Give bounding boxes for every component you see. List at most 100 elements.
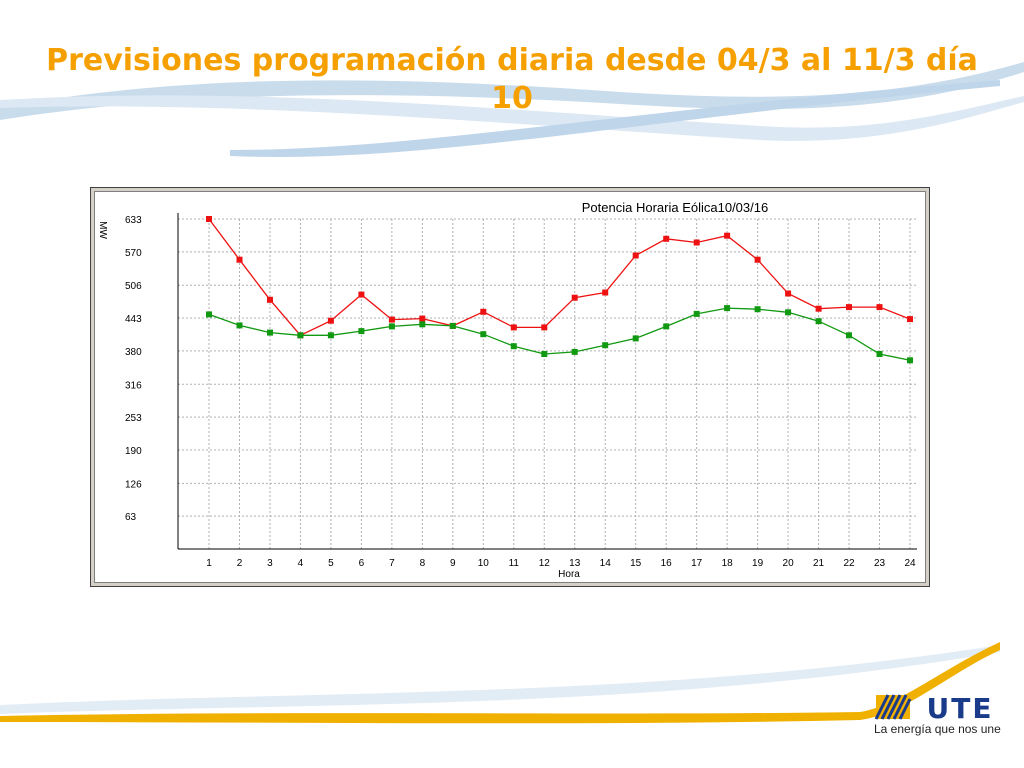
data-point <box>754 256 761 263</box>
y-tick-label: 63 <box>125 512 137 523</box>
data-point <box>510 324 517 331</box>
logo-tagline: La energía que nos une <box>874 722 1001 736</box>
data-point <box>236 322 243 329</box>
x-tick-label: 1 <box>206 558 212 569</box>
data-point <box>449 322 456 329</box>
data-point <box>358 291 365 298</box>
x-tick-label: 14 <box>600 558 612 569</box>
x-tick-label: 17 <box>691 558 703 569</box>
data-point <box>602 342 609 349</box>
data-point <box>206 311 212 318</box>
data-point <box>632 335 639 342</box>
data-point <box>724 232 731 239</box>
y-tick-label: 570 <box>125 248 142 259</box>
data-point <box>693 239 700 246</box>
x-tick-label: 8 <box>420 558 426 569</box>
data-point <box>358 328 365 335</box>
data-point <box>846 304 852 311</box>
data-point <box>815 318 822 325</box>
x-tick-label: 3 <box>267 558 273 569</box>
x-tick-label: 2 <box>237 558 243 569</box>
y-tick-label: 253 <box>125 413 142 424</box>
grid-layer <box>178 218 917 549</box>
x-tick-label: 11 <box>509 558 520 569</box>
swoosh-bottom-blue <box>0 645 1000 714</box>
y-axis-label: MW <box>97 221 108 239</box>
data-point <box>907 357 913 364</box>
data-point <box>480 331 487 338</box>
x-tick-label: 23 <box>874 558 886 569</box>
data-point <box>510 343 517 350</box>
data-point <box>663 323 670 330</box>
x-tick-label: 7 <box>389 558 395 569</box>
data-point <box>571 348 578 355</box>
data-point <box>388 323 395 330</box>
data-point <box>724 305 731 312</box>
swoosh-top-blue-2 <box>0 95 1024 141</box>
data-point <box>907 316 913 323</box>
x-tick-label: 4 <box>298 558 304 569</box>
data-point <box>663 235 670 242</box>
ute-logo: UTE <box>874 692 994 725</box>
data-point <box>785 290 792 297</box>
data-point <box>388 316 395 323</box>
y-tick-label: 316 <box>125 380 142 391</box>
data-point <box>419 315 426 322</box>
data-point <box>815 305 822 312</box>
x-tick-label: 12 <box>539 558 551 569</box>
swoosh-bottom-orange <box>0 642 1000 724</box>
chart-panel: 63 126 190 253 316 380 443 506 570 633 1 2 3 4 5 6 7 8 9 10… <box>94 191 926 583</box>
data-point <box>236 256 243 263</box>
data-point <box>541 324 548 331</box>
x-tick-label: 13 <box>569 558 581 569</box>
y-tick-label: 633 <box>125 215 142 226</box>
series-line <box>208 218 911 337</box>
data-point <box>541 351 548 357</box>
y-tick-label: 506 <box>125 281 142 292</box>
data-point <box>754 306 761 313</box>
x-tick-label: 19 <box>752 558 764 569</box>
x-tick-label: 18 <box>722 558 734 569</box>
series-line <box>208 307 911 361</box>
x-tick-label: 16 <box>661 558 673 569</box>
data-point <box>206 216 212 222</box>
data-point <box>876 304 883 311</box>
x-tick-label: 15 <box>630 558 642 569</box>
x-axis-label: Hora <box>558 569 580 580</box>
x-tick-label: 10 <box>478 558 490 569</box>
data-point <box>267 329 273 336</box>
logo-stripes-icon <box>874 694 912 720</box>
data-point <box>327 317 334 324</box>
series-2 <box>206 305 913 364</box>
x-tick-label: 21 <box>813 558 825 569</box>
x-tick-label: 22 <box>843 558 855 569</box>
logo-text: UTE <box>927 692 994 725</box>
data-point <box>419 321 426 328</box>
x-tick-label: 6 <box>359 558 365 569</box>
x-tick-label: 20 <box>783 558 795 569</box>
data-point <box>267 296 273 303</box>
chart-frame: 63 126 190 253 316 380 443 506 570 633 1 2 3 4 5 6 7 8 9 10… <box>90 187 930 587</box>
chart-title: Potencia Horaria Eólica10/03/16 <box>582 200 768 215</box>
data-point <box>785 309 792 316</box>
series-layer <box>206 216 913 364</box>
x-tick-label: 9 <box>450 558 456 569</box>
swoosh-top-blue-3 <box>230 80 1000 157</box>
data-point <box>571 294 578 301</box>
data-point <box>297 332 304 339</box>
y-tick-label: 126 <box>125 479 142 490</box>
data-point <box>632 252 639 259</box>
x-tick-label: 5 <box>328 558 334 569</box>
y-tick-label: 380 <box>125 347 142 358</box>
series-1 <box>206 216 913 339</box>
slide-title: Previsiones programación diaria desde 04… <box>46 43 978 116</box>
y-tick-label: 190 <box>125 446 142 457</box>
data-point <box>480 308 487 315</box>
data-point <box>876 351 883 357</box>
data-point <box>693 310 700 317</box>
data-point <box>327 332 334 339</box>
y-tick-label: 443 <box>125 314 142 325</box>
